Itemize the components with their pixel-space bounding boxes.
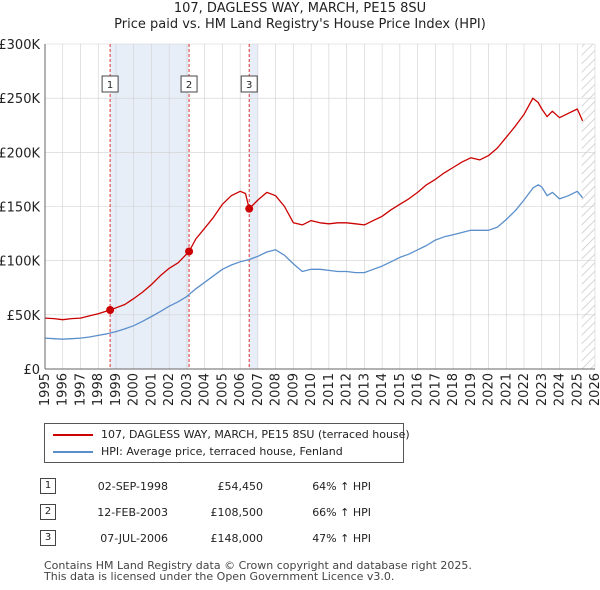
legend-item-property: 107, DAGLESS WAY, MARCH, PE15 8SU (terra… — [45, 427, 410, 443]
x-tick-label: 2011 — [322, 373, 337, 406]
transaction-hpi-diff: 47% ↑ HPI — [312, 531, 371, 545]
transaction-number-badge: 1 — [40, 478, 56, 494]
x-tick-label: 2005 — [215, 373, 230, 406]
x-tick-label: 2019 — [464, 373, 479, 406]
x-tick-label: 2014 — [375, 373, 390, 406]
x-tick-label: 2023 — [535, 373, 550, 406]
footer: Contains HM Land Registry data © Crown c… — [44, 560, 472, 582]
x-tick-label: 1998 — [91, 373, 106, 406]
legend-label-hpi: HPI: Average price, terraced house, Fenl… — [101, 445, 343, 458]
x-tick-label: 2020 — [482, 373, 497, 406]
chart-title-line1: 107, DAGLESS WAY, MARCH, PE15 8SU — [173, 1, 427, 16]
property-price-line — [44, 97, 584, 321]
footer-copyright: Contains HM Land Registry data © Crown c… — [44, 559, 472, 572]
x-tick-label: 2022 — [517, 373, 532, 406]
transaction-number-badge: 2 — [40, 504, 56, 520]
y-tick-label: £100K — [0, 255, 40, 270]
transaction-date: 07-JUL-2006 — [100, 531, 168, 545]
x-tick-label: 2009 — [286, 373, 301, 406]
gridlines — [44, 43, 596, 370]
x-tick-label: 2021 — [499, 373, 514, 406]
x-tick-label: 2015 — [393, 373, 408, 406]
legend-item-hpi: HPI: Average price, terraced house, Fenl… — [45, 444, 403, 460]
x-tick-label: 2003 — [180, 373, 195, 406]
y-tick-label: £50K — [7, 309, 41, 324]
legend: 107, DAGLESS WAY, MARCH, PE15 8SU (terra… — [44, 423, 410, 463]
x-tick-label: 2001 — [144, 373, 159, 406]
x-tick-label: 1995 — [38, 373, 53, 406]
x-tick-label: 2007 — [251, 373, 266, 406]
x-tick-label: 1997 — [73, 373, 88, 406]
transaction-hpi-diff: 64% ↑ HPI — [312, 479, 371, 493]
transaction-price: £54,450 — [217, 479, 264, 493]
x-tick-label: 2004 — [198, 373, 213, 406]
transaction-price: £108,500 — [210, 505, 264, 519]
sale-point — [245, 204, 254, 213]
table-row: 3 07-JUL-2006 £148,000 47% ↑ HPI — [40, 525, 371, 551]
sale-label-number: 1 — [107, 80, 113, 91]
data-series — [44, 97, 584, 340]
x-tick-label: 2006 — [233, 373, 248, 406]
x-tick-label: 1999 — [109, 373, 124, 406]
x-tick-label: 2025 — [570, 373, 585, 406]
transaction-price: £148,000 — [210, 531, 264, 545]
x-tick-label: 2002 — [162, 373, 177, 406]
x-tick-label: 2018 — [446, 373, 461, 406]
x-tick-label: 1996 — [56, 373, 71, 406]
y-tick-label: £250K — [0, 92, 40, 107]
y-tick-label: £0 — [23, 363, 40, 378]
x-tick-label: 2013 — [357, 373, 372, 406]
sale-label-box — [101, 75, 119, 93]
sale-label-box — [240, 75, 258, 93]
hpi-line — [44, 184, 584, 340]
x-tick-label: 2024 — [553, 373, 568, 406]
sale-label-box — [180, 75, 198, 93]
y-tick-label: £200K — [0, 146, 40, 161]
transactions-table: 1 02-SEP-1998 £54,450 64% ↑ HPI 2 12-FEB… — [40, 473, 371, 551]
x-tick-label: 2016 — [411, 373, 426, 406]
sale-label-number: 3 — [246, 80, 252, 91]
y-tick-label: £150K — [0, 201, 40, 216]
x-tick-label: 2012 — [340, 373, 355, 406]
footer-licence: This data is licensed under the Open Gov… — [44, 570, 395, 583]
sale-point — [185, 247, 194, 256]
x-tick-label: 2008 — [269, 373, 284, 406]
sale-label-number: 2 — [186, 80, 192, 91]
x-tick-label: 2010 — [304, 373, 319, 406]
sale-label-boxes: 1 2 3 — [101, 75, 258, 93]
transaction-hpi-diff: 66% ↑ HPI — [312, 505, 371, 519]
chart-title-line2: Price paid vs. HM Land Registry's House … — [114, 17, 486, 32]
transaction-date: 02-SEP-1998 — [97, 479, 168, 493]
x-tick-label: 2000 — [127, 373, 142, 406]
table-row: 1 02-SEP-1998 £54,450 64% ↑ HPI — [40, 473, 371, 499]
legend-label-property: 107, DAGLESS WAY, MARCH, PE15 8SU (terra… — [101, 428, 410, 441]
sale-points — [106, 204, 254, 315]
legend-swatch-hpi — [53, 451, 93, 453]
sale-point — [106, 306, 115, 315]
x-tick-label: 2026 — [588, 373, 600, 406]
y-tick-label: £300K — [0, 38, 40, 53]
transaction-date: 12-FEB-2003 — [97, 505, 168, 519]
table-row: 2 12-FEB-2003 £108,500 66% ↑ HPI — [40, 499, 371, 525]
legend-swatch-property — [53, 434, 93, 436]
transaction-number-badge: 3 — [40, 530, 56, 546]
x-tick-label: 2017 — [428, 373, 443, 406]
